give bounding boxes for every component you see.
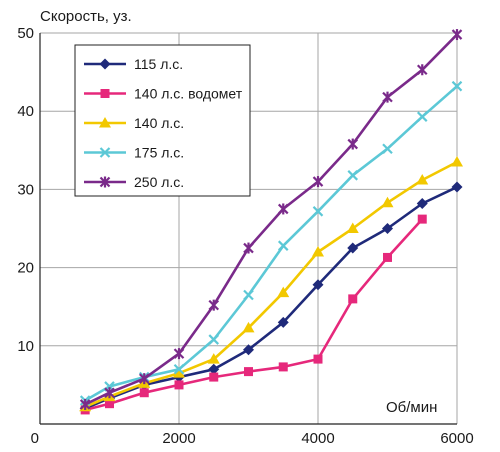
series-2-point [278, 362, 288, 372]
series-2-point [139, 388, 149, 398]
series-3-point [277, 286, 290, 298]
series-4-point [451, 80, 463, 92]
series-1-point [382, 223, 393, 234]
series-5-point [347, 138, 359, 150]
legend-entry: 250 л.с. [84, 174, 184, 190]
y-axis-label: Скорость, уз. [40, 8, 132, 25]
series-3-point [451, 156, 463, 167]
legend-label: 140 л.с. водомет [134, 86, 243, 102]
legend-label: 250 л.с. [134, 174, 184, 190]
series-3-point [381, 196, 394, 208]
series-3-point [173, 367, 185, 378]
series-2-point [105, 399, 114, 409]
series-3-point [346, 222, 359, 233]
x-tick-label: 2000 [162, 430, 195, 447]
series-1-line [84, 185, 458, 410]
series-4-line [84, 85, 458, 402]
y-tick-label: 50 [17, 25, 34, 42]
series-4-point [173, 363, 185, 375]
series-4-point [382, 143, 393, 155]
series-1-point [451, 181, 463, 193]
series-1-point [208, 363, 220, 375]
series-3-point [416, 174, 429, 185]
x-axis-label: Об/мин [386, 399, 437, 416]
series-1-point [277, 316, 289, 328]
legend-label: 140 л.с. [134, 115, 184, 131]
series-5-point [173, 348, 185, 360]
series-5-point [451, 29, 463, 41]
legend-entry: 140 л.с. [84, 115, 184, 131]
series-3-point [242, 321, 255, 333]
series-4-point [347, 170, 359, 181]
series-5-point [382, 91, 393, 103]
series-lines [79, 29, 463, 415]
legend-label: 175 л.с. [134, 145, 184, 161]
series-4 [79, 80, 463, 406]
series-4-point [312, 206, 324, 217]
x-tick-label: 6000 [440, 430, 473, 447]
series-5-point [208, 299, 220, 311]
series-4-point [243, 289, 254, 301]
series-2-point [209, 372, 219, 382]
series-5-point [243, 242, 254, 254]
series-2-point [313, 354, 323, 364]
y-tick-label: 40 [17, 103, 34, 120]
series-3-line [84, 160, 458, 408]
series-1-point [243, 344, 254, 356]
series-4-point [416, 111, 428, 122]
legend-entry: 175 л.с. [84, 145, 184, 161]
legend-swatch-marker [99, 176, 111, 188]
series-2-point [348, 294, 358, 304]
series-2-point [383, 252, 392, 262]
y-tick-label: 20 [17, 260, 34, 277]
legend-swatch-marker [100, 89, 110, 98]
x-tick-label: 4000 [301, 430, 334, 447]
series-5-point [104, 387, 115, 399]
x-tick-label: 0 [31, 430, 39, 447]
legend-entry: 115 л.с. [84, 56, 183, 72]
axes: 10 20 30 40 50 0 2000 4000 6000 [17, 25, 473, 447]
y-tick-label: 30 [17, 181, 34, 198]
series-4-point [208, 334, 220, 345]
series-5-point [138, 373, 150, 385]
series-2-point [417, 214, 427, 224]
series-5-point [312, 176, 324, 188]
series-1-point [312, 279, 324, 291]
series-2-point [244, 367, 253, 377]
legend-swatch-marker [99, 58, 111, 70]
series-4-point [277, 240, 289, 251]
legend: 115 л.с. 140 л.с. водомет 140 л.с. 175 л.с.… [74, 44, 251, 197]
series-1-point [416, 197, 428, 209]
series-3-point [312, 245, 324, 257]
series-5-point [277, 203, 289, 215]
series-5 [79, 29, 463, 410]
series-1-point [347, 242, 359, 254]
series-3-point [207, 353, 220, 364]
series-5-line [84, 33, 458, 406]
legend-label: 115 л.с. [134, 56, 183, 72]
legend-entry: 140 л.с. водомет [84, 86, 243, 102]
series-5-point [416, 64, 428, 76]
legend-swatch-marker [99, 147, 111, 158]
legend-swatch-marker [99, 117, 111, 128]
y-tick-label: 10 [17, 338, 34, 355]
series-2-point [174, 380, 184, 390]
series-5-point [79, 398, 91, 410]
